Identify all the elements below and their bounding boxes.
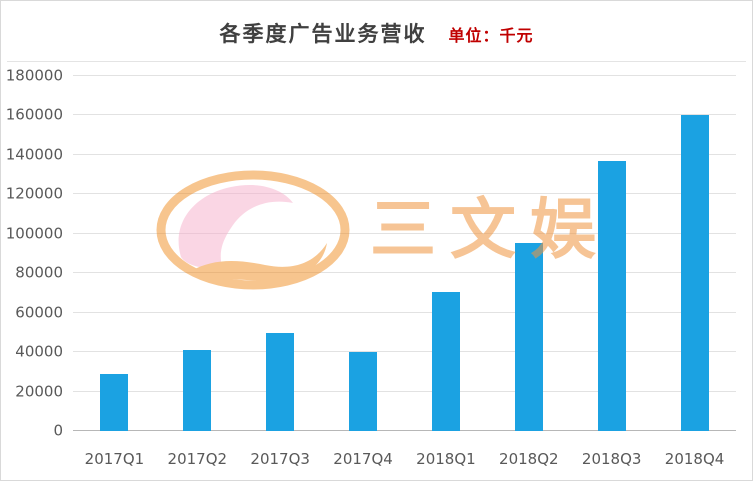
header-divider [7,61,746,62]
gridline [73,311,736,313]
gridline [73,232,736,234]
y-tick-label: 180000 [5,66,63,85]
bar-column [73,76,156,431]
gridline [73,75,736,76]
x-tick-label: 2017Q1 [84,450,145,468]
bar-column [487,76,570,431]
gridline [73,193,736,195]
unit-label: 单位：千元 [448,26,534,45]
bar-2018Q2 [514,242,543,431]
gridline [73,351,736,353]
x-tick-label: 2018Q3 [581,450,642,468]
x-tick-label: 2018Q2 [499,450,559,468]
x-tick-label: 2017Q3 [250,450,310,468]
bars-container [73,76,736,431]
gridline [73,390,736,392]
y-tick-label: 160000 [5,105,63,124]
y-tick-label: 140000 [5,145,63,164]
x-tick-label: 2017Q4 [333,450,393,468]
bar-column [405,76,488,431]
x-tick-label: 2018Q4 [664,450,725,468]
bar-column [322,76,405,431]
y-tick-label: 40000 [15,342,63,361]
x-tick-label: 2017Q2 [167,450,228,468]
plot-area [73,75,736,431]
bar-column [653,76,736,431]
y-tick-label: 100000 [5,224,63,243]
bar-column [156,76,239,431]
bar-column [239,76,322,431]
x-axis: 2017Q1 2017Q2 2017Q3 2017Q4 2018Q1 2018Q2 2018… [73,450,736,468]
y-tick-label: 20000 [15,382,63,401]
gridline [73,153,736,155]
bar-2017Q4 [349,352,378,431]
bar-column [570,76,653,431]
y-tick-label: 0 [53,421,63,440]
y-tick-label: 60000 [15,303,63,322]
y-tick-label: 120000 [5,184,63,203]
bar-2018Q3 [597,160,626,431]
bar-2017Q1 [100,373,129,431]
gridline [73,272,736,274]
y-tick-label: 80000 [15,263,63,282]
chart-title: 各季度广告业务营收 [219,22,427,46]
x-axis-line [73,430,736,431]
y-axis: 0 20000 40000 60000 80000 100000 120000 140000 1… [1,68,65,438]
bar-2018Q1 [431,291,460,431]
chart-header: 各季度广告业务营收 单位：千元 [1,18,752,48]
bar-2018Q4 [680,115,709,431]
gridline [73,114,736,116]
bar-2017Q3 [266,333,295,431]
bar-2017Q2 [183,350,212,431]
x-tick-label: 2018Q1 [416,450,476,468]
